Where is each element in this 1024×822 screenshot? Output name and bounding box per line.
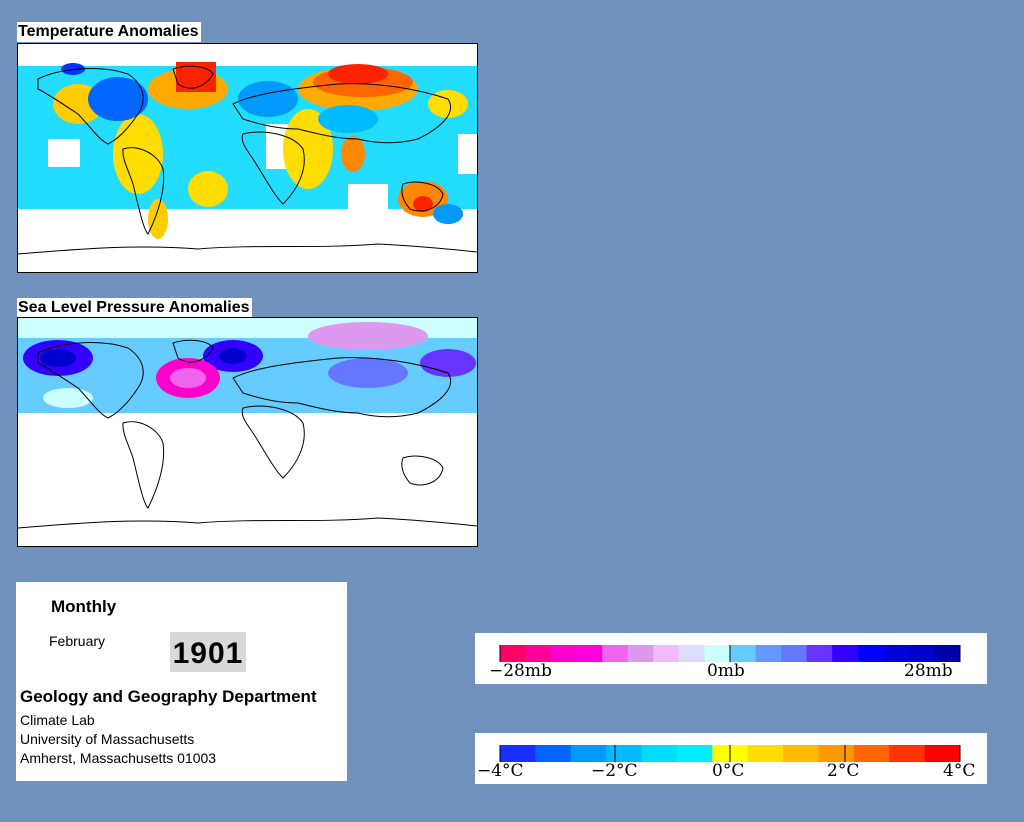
pressure-anomaly-map	[17, 317, 478, 547]
temperature-legend-swatch	[641, 745, 678, 762]
pressure-legend: −28mb 0mb 28mb	[475, 633, 987, 684]
month-label: February	[49, 633, 106, 649]
pressure-legend-swatch	[857, 645, 884, 662]
pressure-legend-mid-label: 0mb	[707, 661, 745, 681]
pressure-legend-swatch	[781, 645, 808, 662]
temperature-legend-label-3: 0°C	[712, 761, 745, 781]
pressure-legend-swatch	[832, 645, 859, 662]
lab-name: Climate Lab	[20, 712, 95, 728]
pressure-legend-swatch	[883, 645, 910, 662]
pressure-legend-swatch	[755, 645, 782, 662]
pressure-legend-swatch	[678, 645, 705, 662]
year-display: 1901	[170, 632, 246, 672]
temperature-legend-swatch	[747, 745, 784, 762]
pressure-legend-max-label: 28mb	[904, 661, 953, 681]
pressure-legend-swatch	[576, 645, 603, 662]
address: Amherst, Massachusetts 01003	[20, 750, 217, 766]
temperature-legend-label-4: 2°C	[827, 761, 860, 781]
temperature-legend-swatch	[535, 745, 572, 762]
pressure-legend-swatch	[704, 645, 731, 662]
temperature-legend-label-2: −2°C	[591, 761, 638, 781]
department-name: Geology and Geography Department	[20, 687, 317, 706]
temperature-legend-swatch	[783, 745, 819, 762]
pressure-legend-swatch	[500, 645, 527, 662]
temperature-legend-swatch	[570, 745, 607, 762]
pressure-legend-swatch	[806, 645, 833, 662]
temperature-legend-label-1: −4°C	[477, 761, 524, 781]
info-box: Monthly February 1901 Geology and Geogra…	[16, 582, 347, 781]
temperature-legend: −4°C −2°C 0°C 2°C 4°C	[475, 733, 987, 784]
pressure-legend-min-label: −28mb	[489, 661, 552, 681]
pressure-legend-swatch	[551, 645, 578, 662]
temperature-legend-swatch	[853, 745, 890, 762]
temperature-legend-swatch	[606, 745, 643, 762]
temperature-legend-swatch	[818, 745, 855, 762]
pressure-anomalies-title: Sea Level Pressure Anomalies	[17, 298, 252, 318]
temperature-legend-swatch	[924, 745, 961, 762]
university-name: University of Massachusetts	[20, 731, 195, 747]
pressure-legend-swatch	[908, 645, 935, 662]
temperature-anomalies-title: Temperature Anomalies	[17, 22, 201, 42]
frequency-label: Monthly	[51, 597, 117, 616]
temperature-legend-swatch	[676, 745, 713, 762]
pressure-legend-swatch	[934, 645, 961, 662]
pressure-legend-swatch	[627, 645, 654, 662]
pressure-legend-swatch	[653, 645, 680, 662]
temperature-legend-swatch	[500, 745, 536, 762]
temperature-legend-swatch	[889, 745, 926, 762]
pressure-legend-swatch	[730, 645, 757, 662]
temperature-anomaly-map	[17, 43, 478, 273]
pressure-legend-swatch	[602, 645, 629, 662]
temperature-legend-label-5: 4°C	[943, 761, 976, 781]
pressure-legend-swatch	[525, 645, 552, 662]
